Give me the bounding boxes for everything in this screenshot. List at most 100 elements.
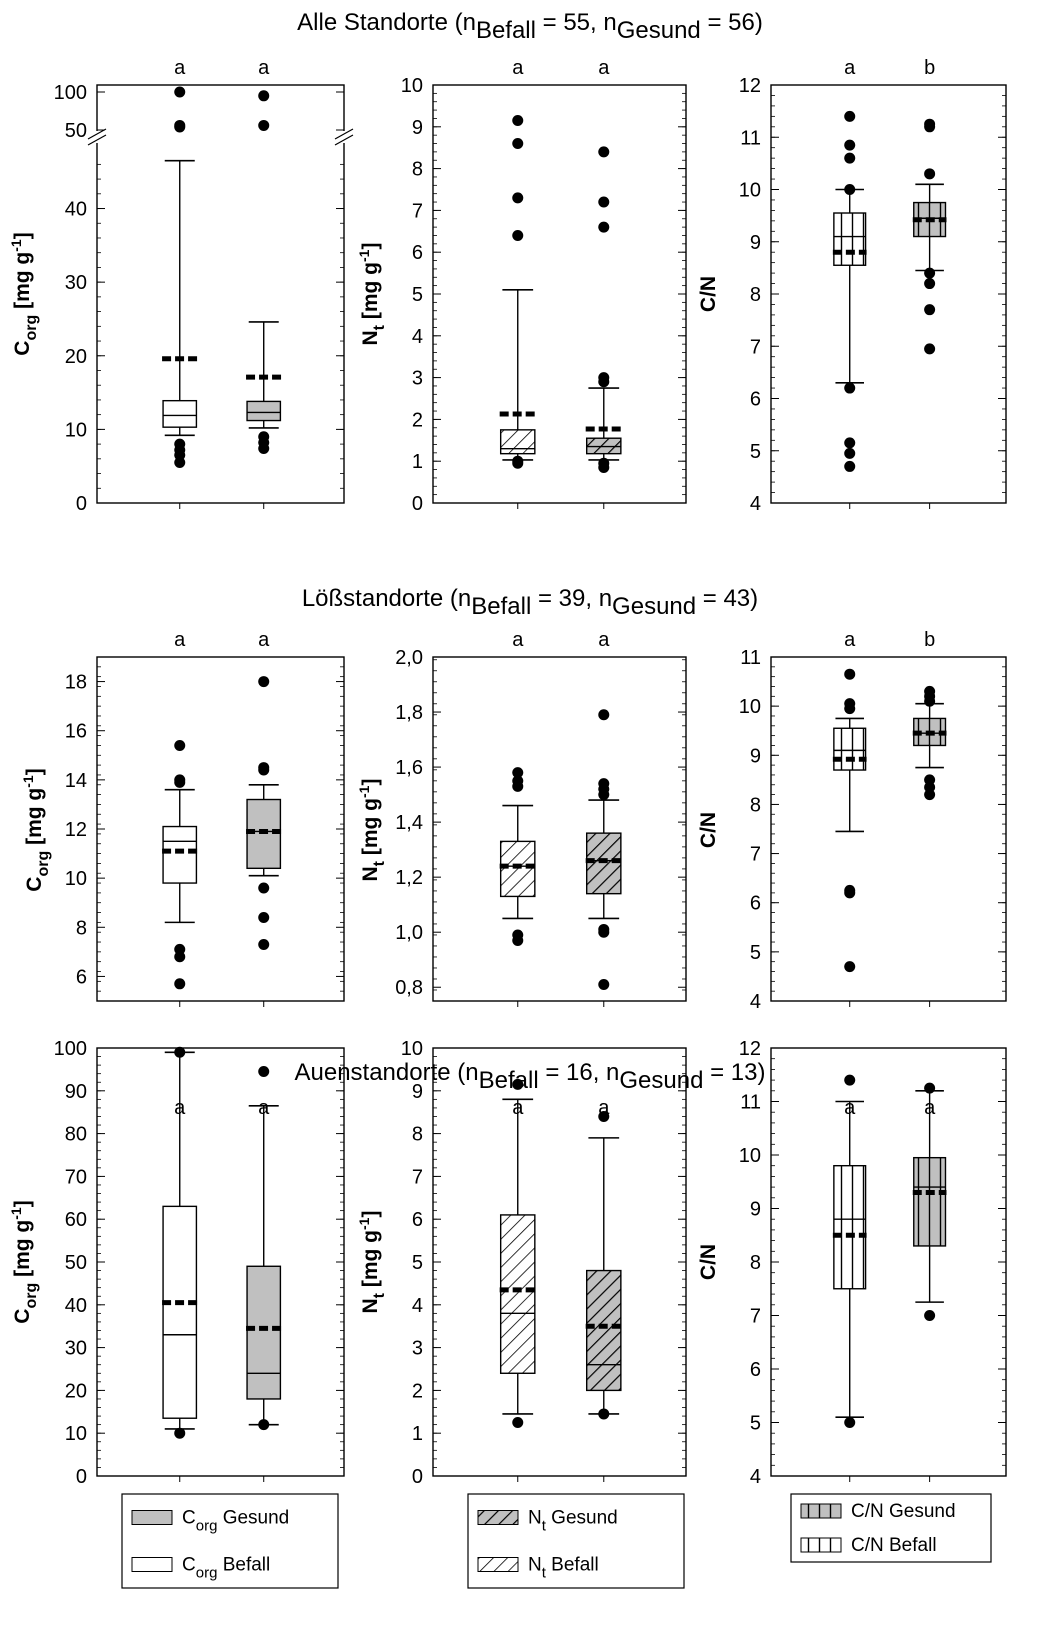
y-tick-label: 4 <box>750 1466 761 1488</box>
box-befall <box>499 429 536 455</box>
outlier-point <box>258 1066 270 1078</box>
outlier-point <box>512 138 524 150</box>
plot-frame <box>770 1047 1007 1477</box>
y-tick-label: 7 <box>412 1166 423 1188</box>
plot-frame <box>432 656 687 1002</box>
outlier-point <box>598 978 610 990</box>
legend-label: Corg Gesund <box>182 1508 289 1535</box>
y-tick-label: 4 <box>412 326 423 348</box>
y-tick-label: 4 <box>412 1295 423 1317</box>
legend-box <box>121 1493 339 1589</box>
outlier-point <box>598 457 610 469</box>
y-tick-label: 8 <box>412 1124 423 1146</box>
outlier-point <box>844 460 856 472</box>
plot-frame <box>770 84 1007 504</box>
legend-swatch <box>800 1503 842 1519</box>
y-tick-label: 12 <box>65 819 87 841</box>
y-tick-label: 20 <box>65 1380 87 1402</box>
y-axis-label: Nt [mg g-1] <box>356 243 388 346</box>
outlier-point <box>512 767 524 779</box>
box-befall <box>833 727 867 771</box>
y-tick-label: 50 <box>65 120 87 142</box>
outlier-point <box>924 343 936 355</box>
y-axis-label: Nt [mg g-1] <box>356 1211 388 1314</box>
legend-swatch <box>800 1537 842 1553</box>
outlier-point <box>258 431 270 443</box>
y-tick-label: 1 <box>412 451 423 473</box>
y-tick-label: 8 <box>750 794 761 816</box>
legend-box <box>467 1493 685 1589</box>
y-tick-label: 6 <box>750 893 761 915</box>
significance-letter: a <box>844 57 856 79</box>
y-tick-label: 7 <box>412 200 423 222</box>
y-axis-label: Corg [mg g-1] <box>20 768 52 891</box>
legend-label: Nt Gesund <box>528 1508 618 1535</box>
y-tick-label: 11 <box>740 1092 761 1114</box>
outlier-point <box>844 961 856 973</box>
significance-letter: a <box>258 57 270 79</box>
outlier-point <box>174 438 186 450</box>
outlier-point <box>844 152 856 164</box>
outlier-point <box>924 774 936 786</box>
outlier-point <box>598 146 610 158</box>
outlier-point <box>512 229 524 241</box>
box-gesund <box>585 832 622 895</box>
axis-break-mark <box>334 128 354 140</box>
y-tick-label: 4 <box>750 493 761 515</box>
y-tick-label: 30 <box>65 272 87 294</box>
y-tick-label: 80 <box>65 1124 87 1146</box>
box-befall <box>833 212 867 266</box>
outlier-point <box>512 455 524 467</box>
y-axis-label: Nt [mg g-1] <box>356 779 388 882</box>
y-tick-label: 8 <box>750 1252 761 1274</box>
y-tick-label: 11 <box>740 647 761 669</box>
y-tick-label: 10 <box>401 1038 423 1060</box>
y-tick-label: 18 <box>65 672 87 694</box>
row-title: Alle Standorte (nBefall = 55, nGesund = … <box>297 9 763 44</box>
y-axis-label: C/N <box>697 1244 720 1280</box>
significance-letter: a <box>174 629 186 651</box>
outlier-point <box>258 762 270 774</box>
outlier-point <box>844 884 856 896</box>
y-tick-label: 50 <box>65 1252 87 1274</box>
legend-swatch <box>477 1557 519 1572</box>
box-befall <box>162 399 198 428</box>
y-tick-label: 100 <box>54 1038 87 1060</box>
plot-frame <box>432 84 687 504</box>
y-tick-label: 3 <box>412 1338 423 1360</box>
significance-letter: b <box>924 57 935 79</box>
outlier-point <box>598 1110 610 1122</box>
row-title: Lößstandorte (nBefall = 39, nGesund = 43… <box>302 585 758 620</box>
y-tick-label: 5 <box>750 942 761 964</box>
outlier-point <box>844 110 856 122</box>
axis-break-mark <box>87 134 107 146</box>
significance-letter: a <box>598 57 610 79</box>
y-tick-label: 8 <box>76 917 87 939</box>
y-tick-label: 3 <box>412 368 423 390</box>
box-befall <box>162 1205 198 1419</box>
y-axis-label: C/N <box>697 276 720 312</box>
y-tick-label: 7 <box>750 844 761 866</box>
plot-frame <box>96 656 345 1002</box>
y-tick-label: 1,6 <box>395 757 423 779</box>
axis-break-mark <box>334 134 354 146</box>
box-befall <box>833 1164 867 1290</box>
outlier-point <box>258 882 270 894</box>
outlier-point <box>924 278 936 290</box>
outlier-point <box>924 118 936 130</box>
outlier-point <box>258 911 270 923</box>
y-tick-label: 1,4 <box>395 812 423 834</box>
outlier-point <box>258 119 270 131</box>
y-axis-label: Corg [mg g-1] <box>8 1200 40 1323</box>
outlier-point <box>924 304 936 316</box>
y-tick-label: 9 <box>412 1081 423 1103</box>
plot-frame <box>96 1047 345 1477</box>
outlier-point <box>512 115 524 127</box>
outlier-point <box>844 184 856 195</box>
y-tick-label: 9 <box>750 745 761 767</box>
y-tick-label: 1,2 <box>395 867 423 889</box>
y-tick-label: 0 <box>76 493 87 515</box>
outlier-point <box>924 1310 936 1321</box>
box-befall <box>499 1214 536 1374</box>
